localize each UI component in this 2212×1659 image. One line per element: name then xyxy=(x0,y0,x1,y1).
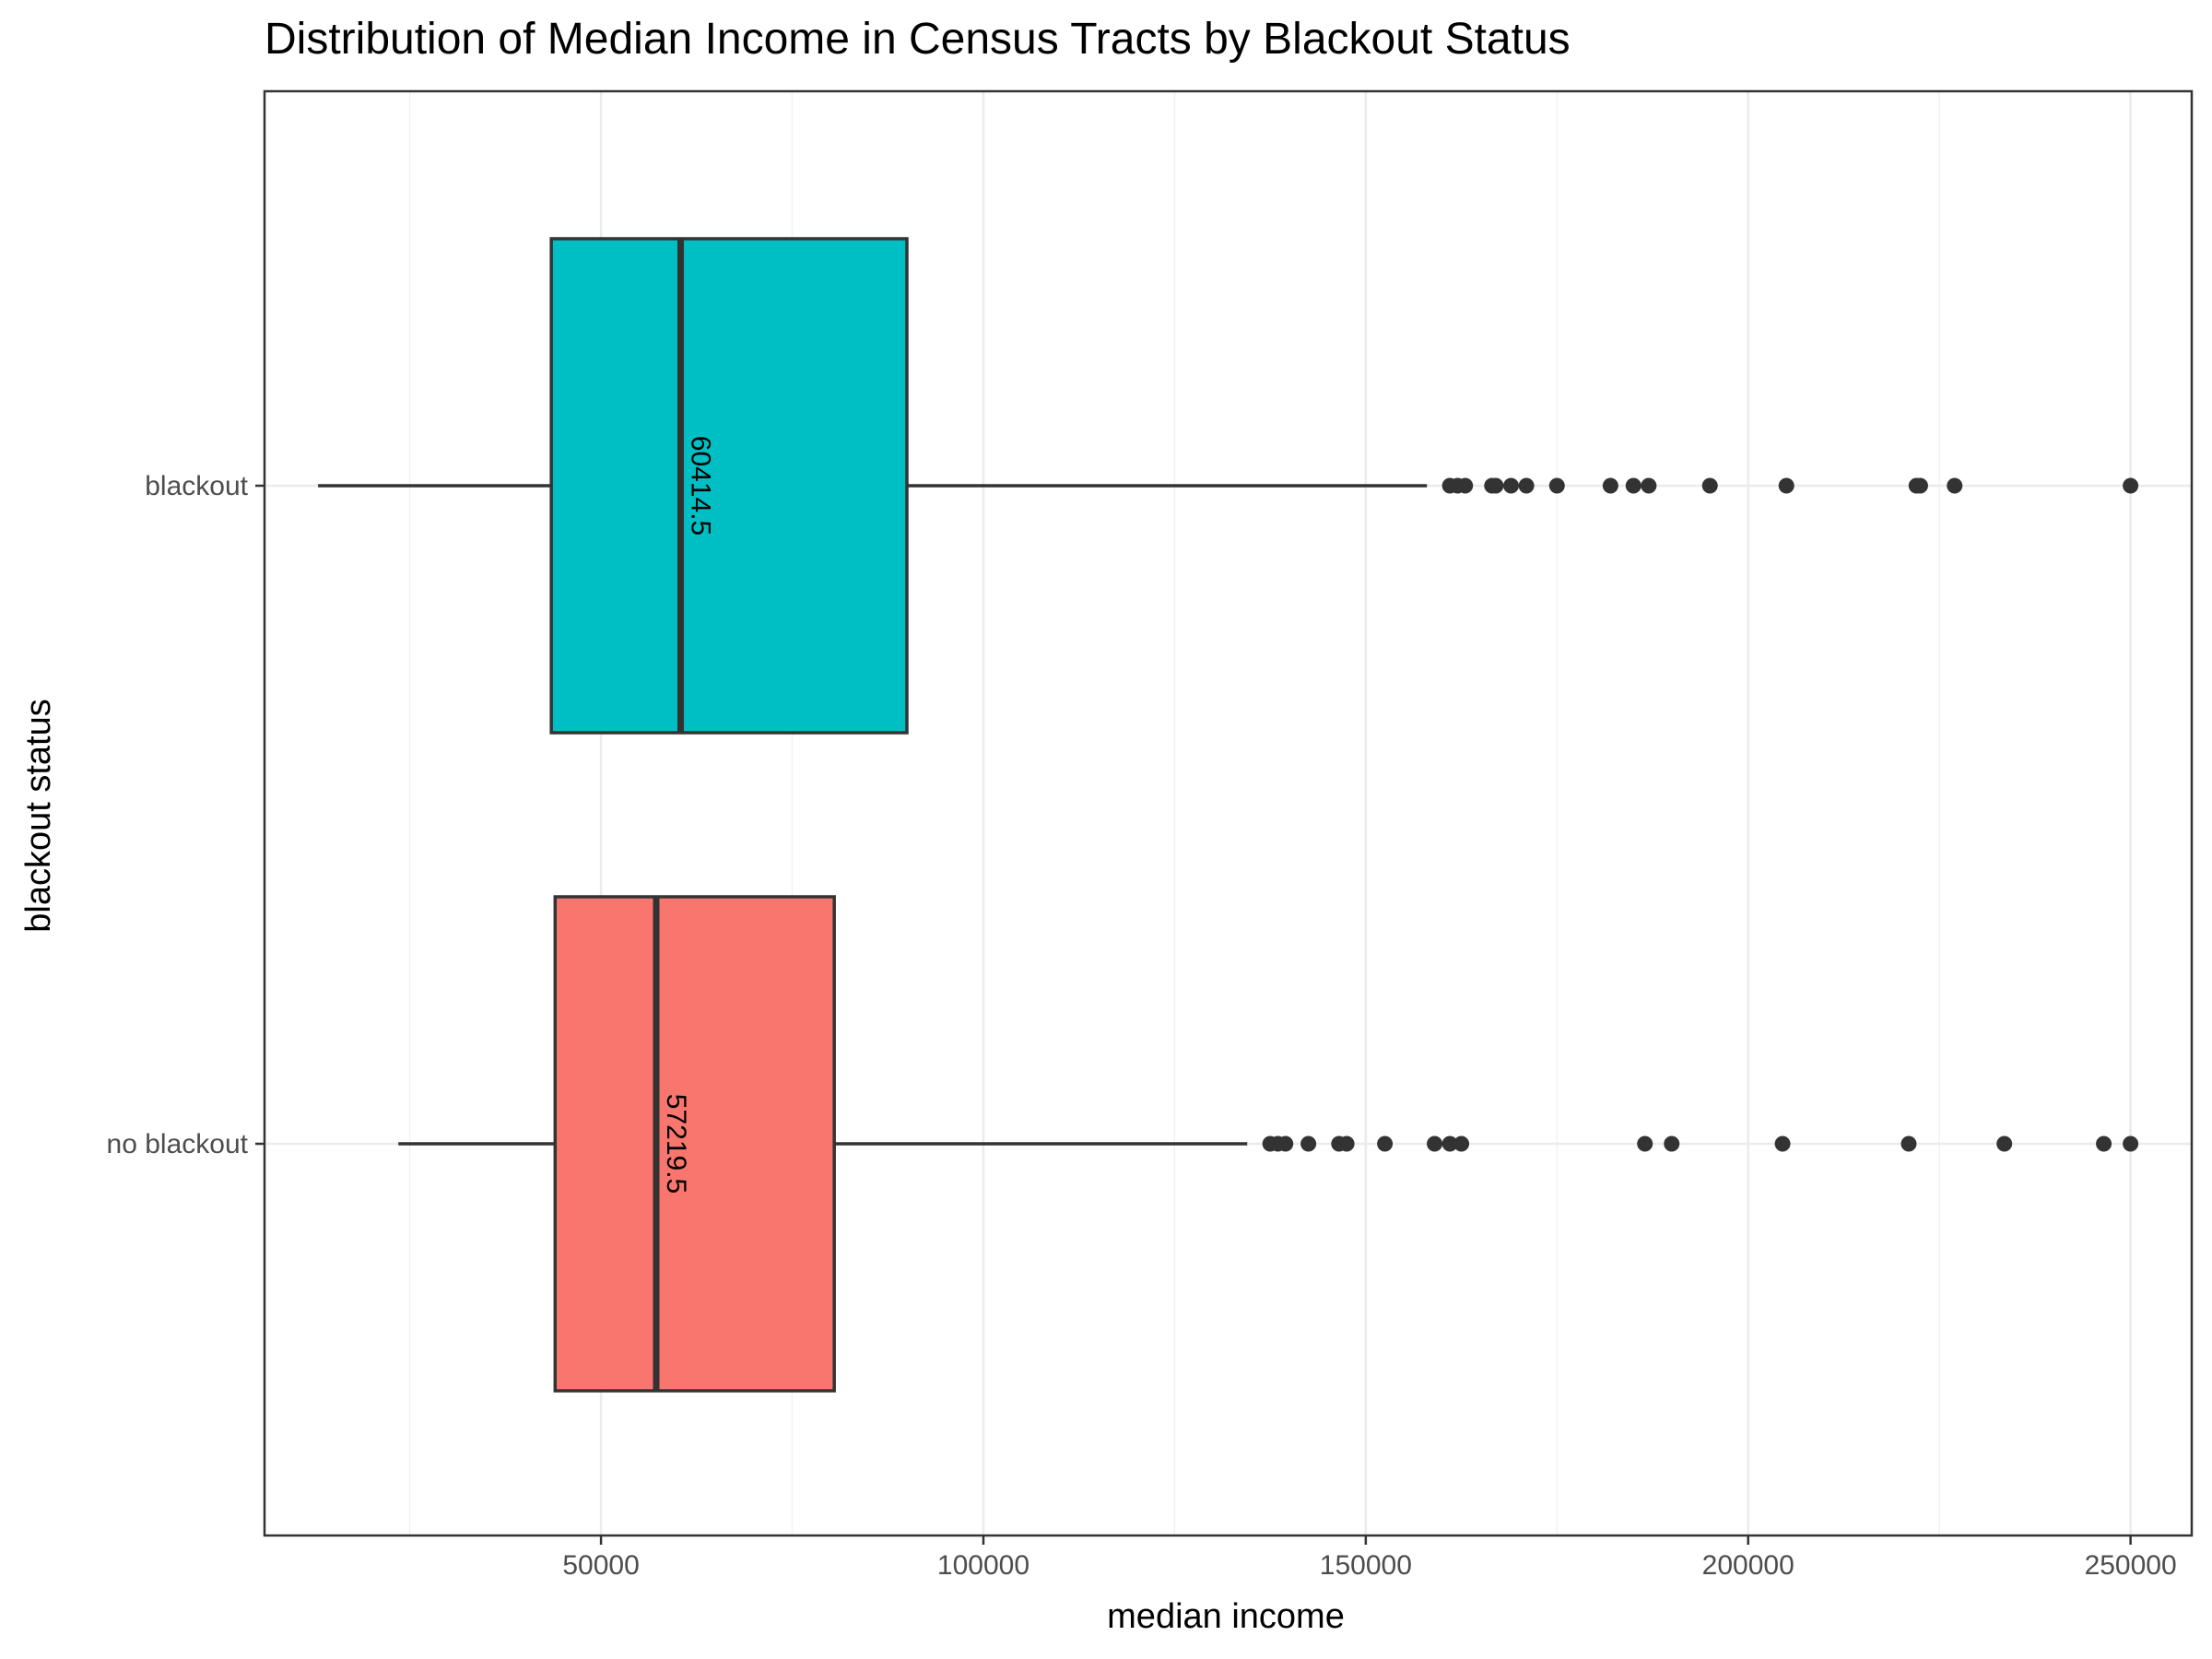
outlier-point xyxy=(1453,1135,1470,1152)
box-no-blackout: 57219.5 xyxy=(398,895,2139,1393)
outlier-point xyxy=(1996,1135,2013,1152)
y-tick-label: blackout xyxy=(145,471,248,501)
outlier-point xyxy=(1457,477,1474,494)
iqr-box xyxy=(549,237,909,735)
outlier-point xyxy=(1701,477,1718,494)
x-tick-label: 250000 xyxy=(2085,1550,2177,1581)
outlier-point xyxy=(1774,1135,1791,1152)
outlier-point xyxy=(1912,477,1928,494)
iqr-box xyxy=(553,895,836,1393)
box-blackout: 60414.5 xyxy=(318,237,2139,735)
outlier-point xyxy=(1503,477,1520,494)
x-tick-label: 200000 xyxy=(1702,1550,1794,1581)
outlier-point xyxy=(1641,477,1657,494)
panel-border xyxy=(263,89,2194,1537)
outlier-point xyxy=(1900,1135,1917,1152)
outlier-point xyxy=(1277,1135,1294,1152)
x-tick-label: 50000 xyxy=(562,1550,639,1581)
outlier-point xyxy=(1664,1135,1680,1152)
outlier-point xyxy=(1338,1135,1355,1152)
outlier-point xyxy=(1300,1135,1317,1152)
outlier-point xyxy=(1377,1135,1394,1152)
outlier-point xyxy=(1441,1135,1458,1152)
plot-area: 60414.5 57219.5 50000 100000 150000 200000 250… xyxy=(107,89,2194,1581)
outlier-point xyxy=(2123,477,2139,494)
outlier-point xyxy=(2123,1135,2139,1152)
outlier-point xyxy=(1778,477,1794,494)
outlier-point xyxy=(1488,477,1504,494)
x-axis-title: median income xyxy=(1107,1597,1345,1636)
outlier-point xyxy=(1518,477,1535,494)
x-tick-label: 150000 xyxy=(1320,1550,1412,1581)
outlier-point xyxy=(1548,477,1565,494)
outlier-point xyxy=(1947,477,1963,494)
outlier-point xyxy=(1637,1135,1653,1152)
chart-title: Distribution of Median Income in Census … xyxy=(265,15,1571,64)
outlier-point xyxy=(1427,1135,1443,1152)
y-axis-title: blackout status xyxy=(19,699,58,932)
median-label: 57219.5 xyxy=(661,1094,691,1194)
outlier-point xyxy=(1625,477,1641,494)
median-label: 60414.5 xyxy=(686,436,716,535)
outlier-point xyxy=(2096,1135,2112,1152)
y-tick-label: no blackout xyxy=(107,1129,249,1159)
outlier-point xyxy=(1602,477,1618,494)
x-tick-label: 100000 xyxy=(937,1550,1030,1581)
